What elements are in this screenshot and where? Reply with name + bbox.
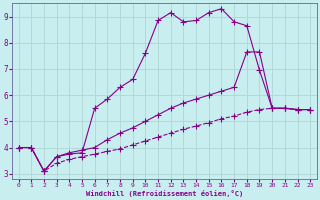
X-axis label: Windchill (Refroidissement éolien,°C): Windchill (Refroidissement éolien,°C) xyxy=(86,190,243,197)
